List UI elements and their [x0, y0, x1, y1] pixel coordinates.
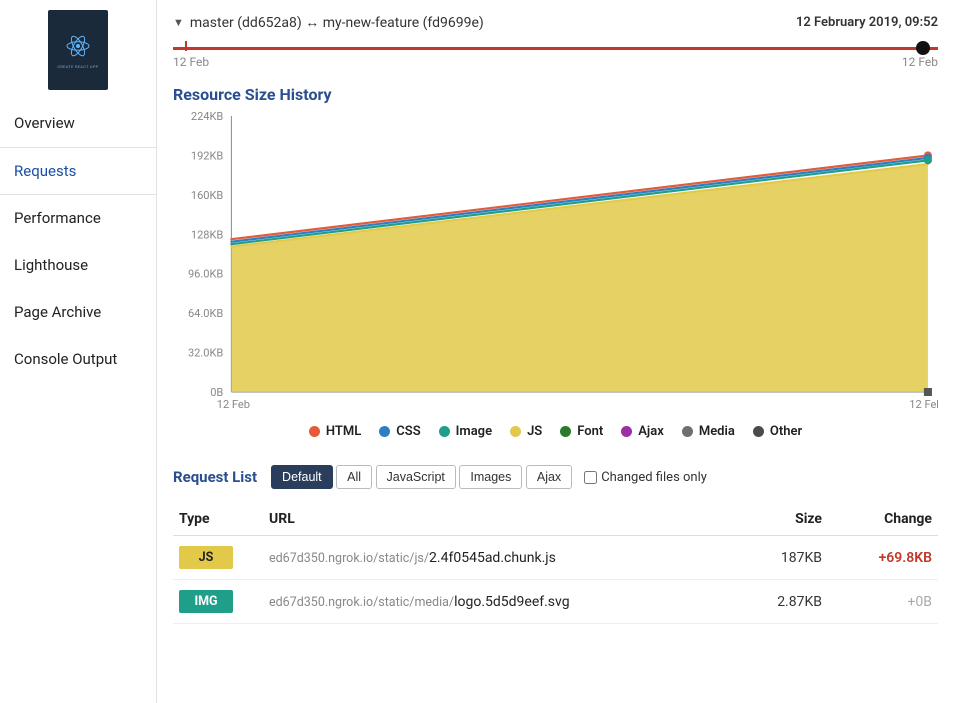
change-cell: +0B — [828, 580, 938, 624]
legend-item-css[interactable]: CSS — [379, 424, 420, 439]
branch-text: master (dd652a8) ↔ my-new-feature (fd969… — [190, 14, 484, 31]
sidebar-item-performance[interactable]: Performance — [0, 195, 156, 242]
svg-text:12 Feb: 12 Feb — [909, 398, 938, 411]
legend-dot-icon — [560, 426, 571, 437]
legend-item-other[interactable]: Other — [753, 424, 802, 439]
sidebar: CREATE REACT APP OverviewRequestsPerform… — [0, 0, 157, 703]
logo-caption: CREATE REACT APP — [58, 64, 99, 69]
sidebar-item-requests[interactable]: Requests — [0, 147, 156, 195]
legend-item-html[interactable]: HTML — [309, 424, 361, 439]
legend-label: Media — [699, 424, 735, 439]
col-type[interactable]: Type — [173, 503, 263, 536]
legend-label: JS — [527, 424, 542, 439]
resource-size-chart: 0B 32.0KB 64.0KB 96.0KB 128KB 160KB 192KB 224KB… — [173, 112, 938, 412]
sidebar-item-page-archive[interactable]: Page Archive — [0, 289, 156, 336]
request-list-header: Request List Default All JavaScript Imag… — [173, 465, 938, 489]
timeline-label-end: 12 Feb — [902, 55, 938, 69]
url-host: ed67d350.ngrok.io/static/js/ — [269, 551, 429, 566]
legend-dot-icon — [510, 426, 521, 437]
timeline[interactable]: 12 Feb 12 Feb — [173, 37, 938, 69]
legend-item-ajax[interactable]: Ajax — [621, 424, 664, 439]
svg-text:128KB: 128KB — [191, 228, 224, 241]
legend-dot-icon — [682, 426, 693, 437]
filter-default[interactable]: Default — [271, 465, 333, 489]
changed-files-only-label: Changed files only — [601, 470, 707, 485]
legend-item-media[interactable]: Media — [682, 424, 735, 439]
legend-label: Font — [577, 424, 603, 439]
request-table: Type URL Size Change JS ed67d350.ngrok.io… — [173, 503, 938, 624]
svg-text:192KB: 192KB — [191, 149, 224, 162]
changed-files-only-checkbox[interactable] — [584, 471, 597, 484]
chart-legend: HTML CSS Image JS Font Ajax Media Other — [173, 424, 938, 439]
svg-text:0B: 0B — [210, 386, 223, 399]
col-url[interactable]: URL — [263, 503, 728, 536]
top-bar: ▼ master (dd652a8) ↔ my-new-feature (fd9… — [173, 14, 938, 31]
branch-selector[interactable]: ▼ master (dd652a8) ↔ my-new-feature (fd9… — [173, 14, 484, 31]
legend-item-js[interactable]: JS — [510, 424, 542, 439]
chart-title: Resource Size History — [173, 85, 938, 104]
legend-label: Image — [456, 424, 492, 439]
size-cell: 2.87KB — [728, 580, 828, 624]
timeline-track — [173, 47, 938, 50]
svg-text:64.0KB: 64.0KB — [188, 307, 224, 320]
legend-dot-icon — [439, 426, 450, 437]
col-size[interactable]: Size — [728, 503, 828, 536]
legend-dot-icon — [753, 426, 764, 437]
sidebar-nav: OverviewRequestsPerformanceLighthousePag… — [0, 100, 156, 383]
sidebar-item-overview[interactable]: Overview — [0, 100, 156, 147]
filter-all[interactable]: All — [336, 465, 372, 489]
legend-item-image[interactable]: Image — [439, 424, 492, 439]
timeline-knob[interactable] — [916, 41, 930, 55]
svg-text:224KB: 224KB — [191, 112, 224, 123]
url-host: ed67d350.ngrok.io/static/media/ — [269, 595, 454, 610]
legend-label: HTML — [326, 424, 361, 439]
type-badge: IMG — [179, 590, 233, 613]
svg-text:32.0KB: 32.0KB — [188, 347, 224, 360]
type-badge: JS — [179, 546, 233, 569]
table-row[interactable]: IMG ed67d350.ngrok.io/static/media/logo.5… — [173, 580, 938, 624]
svg-text:12 Feb: 12 Feb — [217, 398, 250, 411]
request-list-title: Request List — [173, 468, 257, 486]
svg-text:96.0KB: 96.0KB — [188, 268, 224, 281]
legend-label: CSS — [396, 424, 420, 439]
legend-item-font[interactable]: Font — [560, 424, 603, 439]
project-logo: CREATE REACT APP — [48, 10, 108, 90]
legend-dot-icon — [309, 426, 320, 437]
snapshot-timestamp: 12 February 2019, 09:52 — [796, 15, 938, 30]
sidebar-item-console-output[interactable]: Console Output — [0, 336, 156, 383]
filter-ajax[interactable]: Ajax — [526, 465, 572, 489]
react-atom-icon — [64, 32, 92, 60]
timeline-label-start: 12 Feb — [173, 55, 209, 69]
change-cell: +69.8KB — [828, 536, 938, 580]
size-cell: 187KB — [728, 536, 828, 580]
filter-images[interactable]: Images — [459, 465, 522, 489]
main-content: ▼ master (dd652a8) ↔ my-new-feature (fd9… — [157, 0, 958, 703]
changed-files-only-toggle[interactable]: Changed files only — [584, 470, 707, 485]
table-row[interactable]: JS ed67d350.ngrok.io/static/js/2.4f0545ad… — [173, 536, 938, 580]
caret-down-icon: ▼ — [173, 16, 184, 29]
url-file: logo.5d5d9eef.svg — [454, 594, 570, 610]
col-change[interactable]: Change — [828, 503, 938, 536]
svg-text:160KB: 160KB — [191, 189, 224, 202]
legend-dot-icon — [621, 426, 632, 437]
legend-label: Other — [770, 424, 802, 439]
filter-javascript[interactable]: JavaScript — [376, 465, 456, 489]
legend-dot-icon — [379, 426, 390, 437]
legend-label: Ajax — [638, 424, 664, 439]
timeline-start-tick — [185, 41, 187, 51]
url-file: 2.4f0545ad.chunk.js — [429, 550, 556, 566]
sidebar-item-lighthouse[interactable]: Lighthouse — [0, 242, 156, 289]
